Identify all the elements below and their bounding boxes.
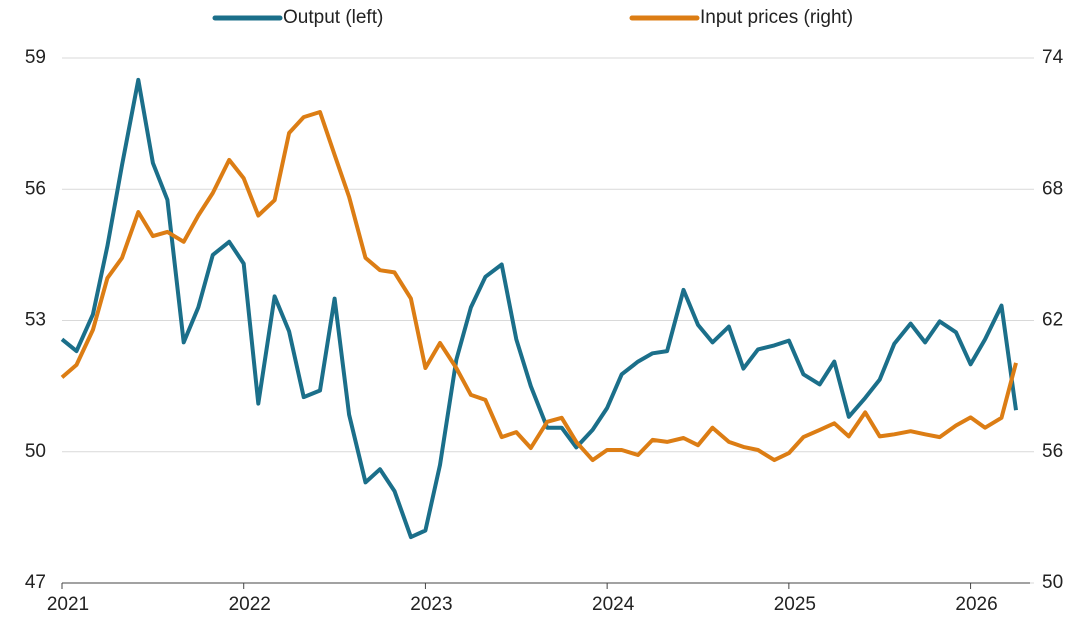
y2-tick-label: 74	[1042, 47, 1064, 68]
y-tick-label: 50	[25, 441, 46, 462]
y2-tick-label: 62	[1042, 310, 1063, 331]
x-tick-label: 2024	[592, 594, 635, 615]
legend-label: Output (left)	[283, 7, 383, 28]
x-tick-label: 2026	[955, 594, 997, 615]
x-tick-label: 2022	[229, 594, 271, 615]
x-tick-label: 2025	[774, 594, 816, 615]
y2-tick-label: 50	[1042, 572, 1063, 593]
y-tick-label: 56	[25, 178, 46, 199]
x-tick-label: 2021	[47, 594, 89, 615]
legend-label: Input prices (right)	[700, 7, 853, 28]
series-line	[60, 77, 1018, 540]
y2-tick-label: 56	[1042, 441, 1063, 462]
y-tick-label: 53	[25, 310, 46, 331]
y-tick-label: 47	[25, 572, 46, 593]
x-tick-label: 2023	[410, 594, 452, 615]
y-tick-label: 59	[25, 47, 46, 68]
series-line	[60, 110, 1018, 463]
y2-tick-label: 68	[1042, 178, 1063, 199]
